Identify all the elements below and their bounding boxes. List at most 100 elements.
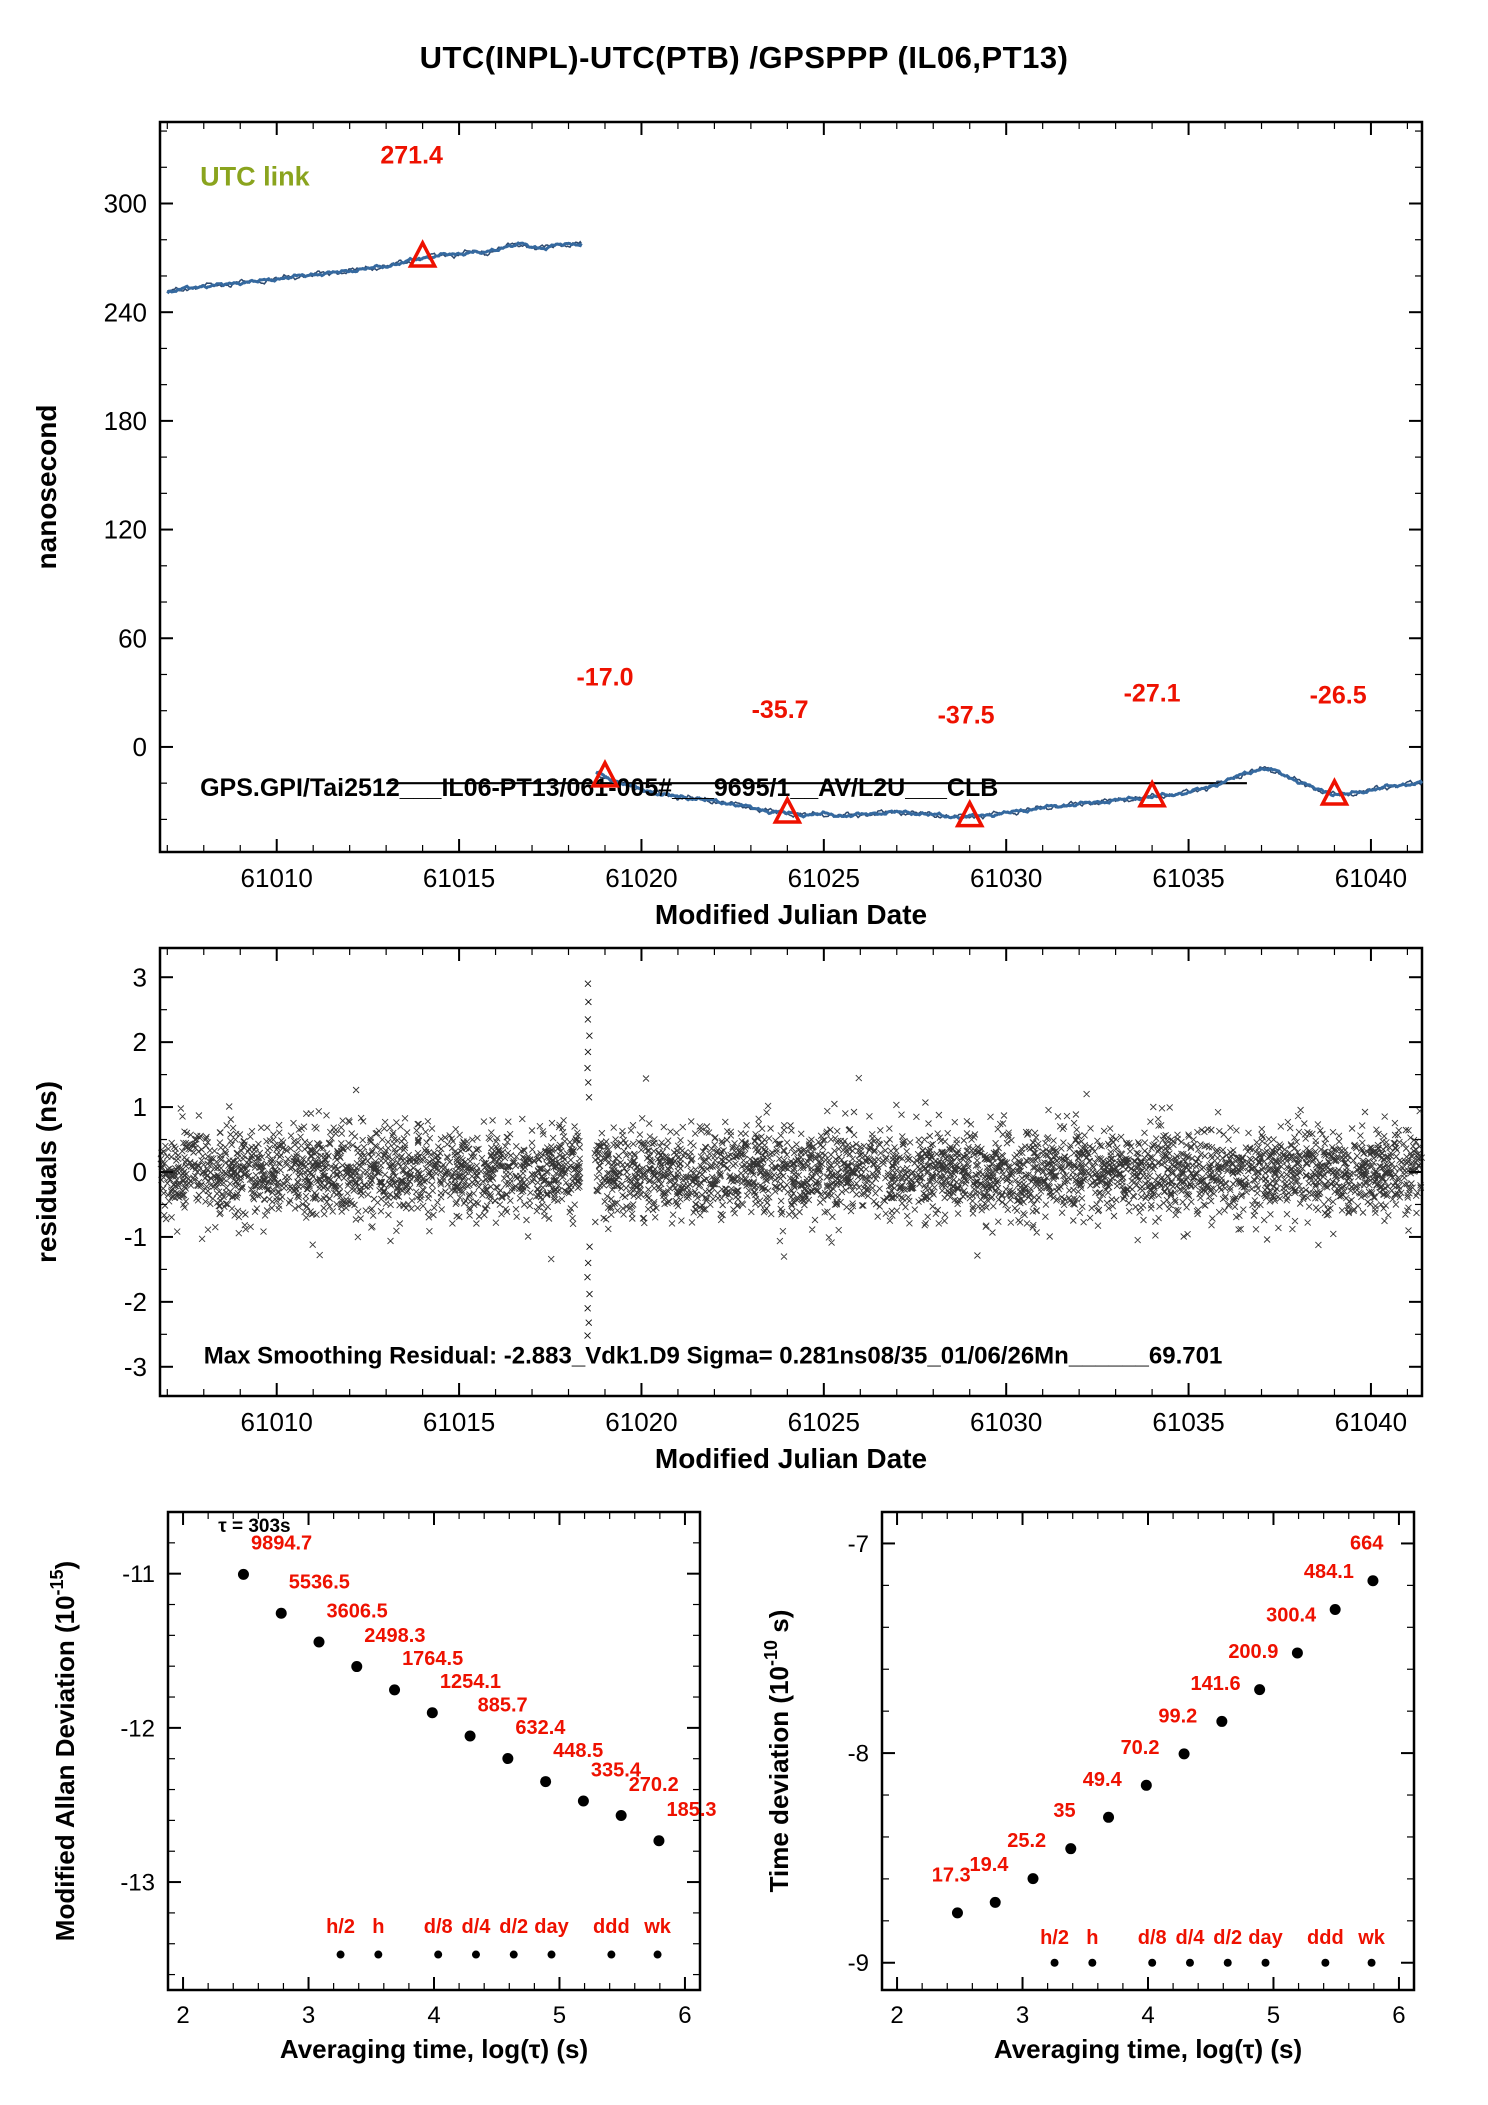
tau-tick-dot <box>1367 1958 1376 1967</box>
calibration-triangle-icon <box>1137 778 1167 808</box>
tspan-shape: ) <box>50 1561 80 1570</box>
point-value-label: 49.4 <box>1083 1769 1123 1791</box>
point-value-label: 664 <box>1350 1532 1384 1554</box>
calibration-value-label: -27.1 <box>1124 680 1181 708</box>
x-tick-label: 61035 <box>1152 863 1224 893</box>
data-point <box>989 1896 1001 1908</box>
point-value-label: 632.4 <box>515 1717 566 1739</box>
tau-tick-label: ddd <box>593 1916 630 1938</box>
point-value-label: 335.4 <box>591 1759 642 1781</box>
outlier-column <box>584 980 593 1339</box>
data-point <box>1367 1575 1379 1587</box>
tau-tick-label: h/2 <box>326 1916 355 1938</box>
tau-tick-dot <box>1050 1958 1059 1967</box>
x-tick-label: 61030 <box>970 863 1042 893</box>
data-point <box>1027 1873 1039 1885</box>
panel-tdev: 2 3 4 5 6 -7 -8 -9 Averaging time, log(τ) (s) Tim… <box>761 1510 1416 2064</box>
x-tick-label: 61020 <box>605 1407 677 1437</box>
y-tick-label: -12 <box>120 1715 155 1742</box>
tau-tick-dot <box>1088 1958 1097 1967</box>
data-point <box>540 1776 552 1788</box>
x-tick-label: 61030 <box>970 1407 1042 1437</box>
x-tick-label: 61025 <box>788 863 860 893</box>
x-tick-label: 4 <box>427 2002 440 2029</box>
y-tick-label: -1 <box>124 1222 147 1252</box>
calibration-triangle-icon <box>590 759 620 788</box>
tau-tick-dot <box>1223 1958 1232 1967</box>
data-point <box>1216 1715 1228 1727</box>
tau-tick-label: wk <box>1357 1927 1386 1949</box>
data-point <box>1103 1811 1115 1823</box>
tau-tick-dot <box>547 1950 556 1959</box>
x-tick-label: 61010 <box>241 863 313 893</box>
data-point <box>351 1661 363 1673</box>
tau-tick-dot <box>336 1950 345 1959</box>
utc-link-label: UTC link <box>200 161 310 191</box>
y-axis-label: Time deviation (10-10 s) <box>761 1610 794 1893</box>
y-axis-label: Modified Allan Deviation (10-15) <box>47 1561 80 1941</box>
panel-time-series: 61010 61015 61020 61025 61030 61035 61040 0 60 12… <box>31 120 1424 930</box>
data-point <box>1254 1684 1266 1696</box>
point-value-label: 9894.7 <box>251 1533 312 1555</box>
calibration-triangle-icon <box>407 239 438 268</box>
smoothing-note-label: Max Smoothing Residual: -2.883_Vdk1.D9 S… <box>204 1343 1223 1370</box>
data-point <box>1329 1604 1341 1616</box>
tau-tick-label: d/2 <box>1213 1927 1242 1949</box>
plot-frame <box>158 120 1424 854</box>
data-point <box>577 1795 589 1807</box>
point-value-label: 19.4 <box>969 1854 1009 1876</box>
tau-tick-dot <box>1261 1958 1270 1967</box>
y-tick-label: 1 <box>133 1092 147 1122</box>
x-tick-label: 6 <box>678 2002 691 2029</box>
point-value-label: 270.2 <box>629 1774 679 1796</box>
x-tick-label: 3 <box>1016 2002 1029 2029</box>
tau-tick-label: ddd <box>1307 1927 1344 1949</box>
x-tick-label: 61015 <box>423 863 495 893</box>
x-tick-label: 61015 <box>423 1407 495 1437</box>
tau-tick-label: h <box>372 1916 384 1938</box>
tau-tick-label: wk <box>643 1916 672 1938</box>
tau-tick-label: day <box>534 1916 569 1938</box>
tau-tick-label: h <box>1086 1927 1098 1949</box>
tau-tick-dot <box>1185 1958 1194 1967</box>
point-value-label: 3606.5 <box>327 1600 388 1622</box>
y-tick-label: -2 <box>124 1287 147 1317</box>
y-tick-label: 60 <box>118 623 147 653</box>
point-value-label: 35 <box>1053 1800 1075 1822</box>
y-tick-label: 120 <box>104 515 147 545</box>
x-axis-label: Modified Julian Date <box>655 1443 927 1474</box>
tspan-shape: s) <box>764 1610 794 1640</box>
data-point <box>464 1730 476 1742</box>
x-tick-label: 4 <box>1141 2002 1154 2029</box>
data-point <box>615 1810 627 1822</box>
tau-tick-dot <box>653 1950 662 1959</box>
y-tick-label: 300 <box>104 189 147 219</box>
x-axis-label: Averaging time, log(τ) (s) <box>994 2034 1302 2064</box>
data-point <box>1291 1647 1303 1659</box>
calibration-triangle-icon <box>954 798 985 828</box>
data-point <box>275 1607 287 1619</box>
point-value-label: 1254.1 <box>440 1671 501 1693</box>
tau-tick-dot <box>471 1950 480 1959</box>
x-tick-label: 2 <box>176 2002 189 2029</box>
x-tick-label: 6 <box>1392 2002 1405 2029</box>
tspan-shape: Time deviation (10 <box>764 1666 794 1892</box>
tspan-shape: -15 <box>47 1569 67 1595</box>
data-point <box>951 1907 963 1919</box>
tau-tick-label: d/2 <box>499 1916 528 1938</box>
tspan-shape: Modified Allan Deviation (10 <box>50 1595 80 1941</box>
y-axis-label: nanosecond <box>31 405 62 570</box>
calibration-value-label: 271.4 <box>380 142 443 170</box>
y-tick-label: 180 <box>104 406 147 436</box>
calibration-value-label: -17.0 <box>576 663 633 691</box>
point-value-label: 484.1 <box>1304 1561 1354 1583</box>
x-tick-label: 61010 <box>241 1407 313 1437</box>
point-value-label: 99.2 <box>1158 1705 1197 1727</box>
data-point <box>1065 1843 1077 1855</box>
data-point <box>426 1707 438 1719</box>
point-value-label: 185.3 <box>666 1799 716 1821</box>
calibration-value-label: -37.5 <box>938 701 995 729</box>
tau-tick-dot <box>1321 1958 1330 1967</box>
tau-tick-label: d/8 <box>1138 1927 1167 1949</box>
